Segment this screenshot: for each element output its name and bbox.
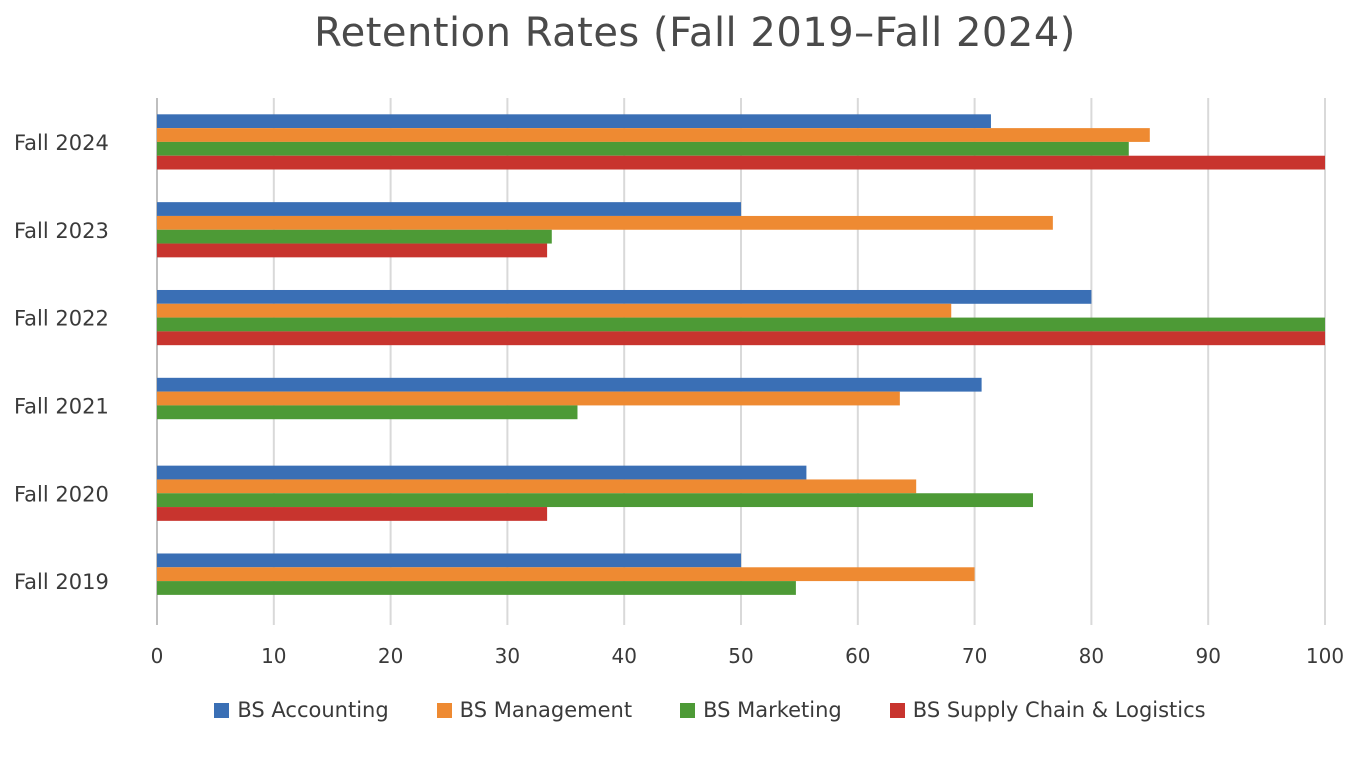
x-tick-label: 40 bbox=[611, 644, 636, 668]
bar bbox=[157, 553, 741, 568]
x-tick-label: 100 bbox=[1306, 644, 1344, 668]
y-category-label: Fall 2021 bbox=[14, 394, 109, 418]
bar bbox=[157, 128, 1150, 142]
legend-label: BS Management bbox=[459, 698, 633, 722]
x-tick-label: 80 bbox=[1079, 644, 1104, 668]
bar bbox=[157, 215, 1053, 230]
bar bbox=[157, 229, 552, 244]
chart-title: Retention Rates (Fall 2019–Fall 2024) bbox=[314, 10, 1076, 56]
bar bbox=[157, 581, 796, 595]
x-tick-label: 10 bbox=[261, 644, 286, 668]
legend-swatch bbox=[214, 702, 230, 718]
y-category-label: Fall 2020 bbox=[14, 482, 109, 506]
legend-label: BS Marketing bbox=[703, 698, 842, 722]
bar bbox=[157, 114, 991, 129]
legend-item: BS Management bbox=[436, 698, 633, 722]
bar bbox=[157, 405, 578, 420]
bar bbox=[157, 303, 952, 318]
x-tick-label: 0 bbox=[151, 644, 164, 668]
y-category-label: Fall 2019 bbox=[14, 570, 109, 594]
legend-swatch bbox=[889, 702, 905, 718]
legend-label: BS Supply Chain & Logistics bbox=[912, 698, 1206, 722]
y-axis-categories: Fall 2019 Fall 2020 Fall 2021 Fall 2022 Fall… bbox=[14, 131, 109, 594]
bar bbox=[157, 567, 975, 582]
grid-lines bbox=[156, 98, 1326, 625]
bar bbox=[157, 331, 1325, 346]
bar bbox=[157, 155, 1325, 170]
bar bbox=[157, 493, 1033, 508]
bar bbox=[157, 289, 1092, 304]
bar bbox=[157, 507, 548, 521]
y-category-label: Fall 2024 bbox=[14, 131, 109, 155]
x-tick-label: 70 bbox=[962, 644, 987, 668]
bar bbox=[157, 391, 900, 406]
bars bbox=[157, 114, 1325, 595]
legend: BS Accounting BS Management BS Marketing BS… bbox=[0, 698, 1372, 722]
y-category-label: Fall 2023 bbox=[14, 219, 109, 243]
legend-item: BS Accounting bbox=[214, 698, 389, 722]
bar bbox=[157, 377, 982, 392]
bar bbox=[157, 202, 741, 216]
bar bbox=[157, 141, 1129, 156]
legend-swatch bbox=[680, 702, 696, 718]
legend-item: BS Marketing bbox=[680, 698, 842, 722]
bar bbox=[157, 465, 807, 480]
x-tick-label: 50 bbox=[728, 644, 753, 668]
legend-swatch bbox=[436, 702, 452, 718]
x-tick-label: 20 bbox=[378, 644, 403, 668]
legend-item: BS Supply Chain & Logistics bbox=[889, 698, 1206, 722]
x-tick-label: 90 bbox=[1195, 644, 1220, 668]
y-category-label: Fall 2022 bbox=[14, 307, 109, 331]
bar bbox=[157, 317, 1325, 332]
x-axis-ticks: 0 10 20 30 40 50 60 70 80 90 100 bbox=[151, 644, 1344, 668]
x-tick-label: 30 bbox=[495, 644, 520, 668]
bar bbox=[157, 479, 917, 494]
x-tick-label: 60 bbox=[845, 644, 870, 668]
legend-label: BS Accounting bbox=[237, 698, 389, 722]
bar bbox=[157, 243, 548, 258]
